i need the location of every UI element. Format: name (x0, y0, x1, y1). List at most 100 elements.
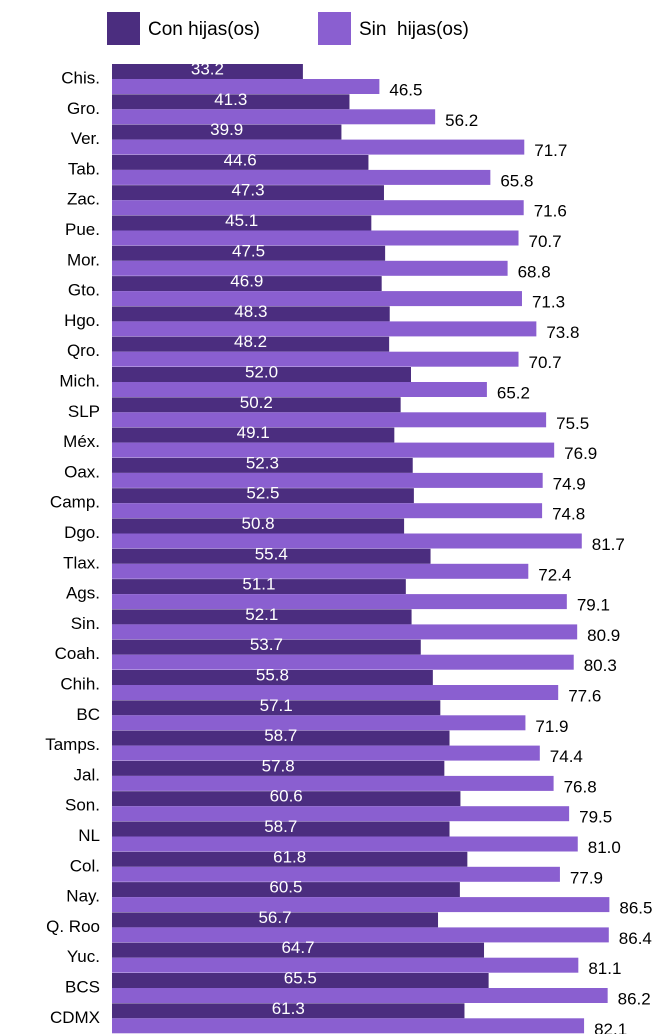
value-label: 70.7 (529, 232, 562, 251)
bar (112, 185, 384, 201)
value-label: 80.9 (587, 626, 620, 645)
value-label: 46.5 (389, 80, 422, 99)
value-label: 46.9 (230, 272, 263, 291)
bar (112, 700, 441, 716)
bar (112, 64, 303, 79)
value-label: 48.2 (234, 332, 267, 351)
value-label: 50.8 (242, 514, 275, 533)
y-tick-label: Tamps. (45, 735, 100, 754)
legend-swatch (318, 12, 351, 45)
bar (112, 367, 411, 382)
bar (112, 775, 554, 791)
value-label: 44.6 (224, 150, 257, 169)
value-label: 65.2 (497, 383, 530, 402)
bar (112, 94, 350, 110)
bar (112, 942, 485, 958)
bar (112, 745, 540, 761)
bar (112, 715, 526, 731)
bar (112, 760, 445, 776)
value-label: 72.4 (538, 565, 571, 584)
y-tick-label: CDMX (50, 1008, 100, 1027)
value-label: 86.5 (619, 899, 652, 918)
bar (112, 306, 390, 322)
bar (112, 882, 460, 898)
value-label: 58.7 (264, 726, 297, 745)
bar (112, 124, 342, 140)
bar (112, 291, 522, 307)
y-tick-label: Coah. (55, 644, 100, 663)
value-label: 82.1 (594, 1020, 627, 1034)
legend-label: Sin hijas(os) (359, 19, 469, 40)
y-tick-label: Tab. (68, 159, 100, 178)
bar (112, 230, 519, 246)
y-tick-label: Ags. (66, 584, 100, 603)
value-label: 68.8 (518, 262, 551, 281)
bar (112, 563, 529, 579)
bar (112, 533, 582, 549)
value-label: 55.4 (255, 544, 288, 563)
bar (112, 427, 395, 443)
value-label: 81.1 (588, 959, 621, 978)
bar (112, 336, 390, 352)
bar (112, 442, 555, 458)
bar (112, 321, 537, 337)
y-tick-label: Ver. (71, 129, 100, 148)
y-tick-label: Qro. (67, 341, 100, 360)
value-label: 86.4 (619, 929, 652, 948)
value-label: 77.9 (570, 868, 603, 887)
bar (112, 639, 421, 655)
y-tick-label: Col. (70, 856, 100, 875)
value-label: 60.5 (269, 878, 302, 897)
value-label: 76.8 (564, 777, 597, 796)
value-label: 77.6 (568, 686, 601, 705)
value-label: 57.8 (262, 756, 295, 775)
bar (112, 488, 414, 504)
bar (112, 1018, 585, 1034)
y-tick-label: Son. (65, 796, 100, 815)
bar (112, 670, 433, 685)
value-label: 60.6 (270, 787, 303, 806)
value-label: 47.3 (231, 181, 264, 200)
bar (112, 836, 578, 852)
bar (112, 685, 559, 700)
value-label: 71.9 (535, 717, 568, 736)
value-label: 81.0 (588, 838, 621, 857)
bar (112, 139, 525, 155)
value-label: 74.9 (553, 474, 586, 493)
value-label: 33.2 (191, 59, 224, 78)
bar (112, 866, 560, 882)
bar (112, 912, 439, 928)
y-tick-label: Camp. (50, 493, 100, 512)
bar (112, 897, 610, 913)
value-label: 61.3 (272, 999, 305, 1018)
value-label: 74.8 (552, 505, 585, 524)
value-label: 75.5 (556, 414, 589, 433)
y-tick-label: Pue. (65, 220, 100, 239)
bar (112, 821, 450, 837)
value-label: 79.5 (579, 808, 612, 827)
bar (112, 594, 567, 610)
bar (112, 518, 405, 534)
y-tick-label: Gro. (67, 99, 100, 118)
value-label: 73.8 (546, 323, 579, 342)
y-tick-label: Chis. (61, 68, 100, 87)
bar (112, 457, 413, 473)
bar (112, 988, 608, 1003)
value-label: 52.1 (245, 605, 278, 624)
value-label: 70.7 (529, 353, 562, 372)
bar (112, 472, 543, 488)
legend-swatch (107, 12, 140, 45)
value-label: 47.5 (232, 241, 265, 260)
y-tick-label: Zac. (67, 190, 100, 209)
y-tick-label: Hgo. (64, 311, 100, 330)
value-label: 52.0 (245, 362, 278, 381)
value-label: 56.7 (258, 908, 291, 927)
bar (112, 397, 401, 413)
value-label: 65.8 (500, 171, 533, 190)
bar (112, 609, 412, 625)
y-tick-label: Jal. (74, 765, 100, 784)
bar (112, 109, 436, 125)
value-label: 57.1 (260, 696, 293, 715)
value-label: 52.3 (246, 453, 279, 472)
value-label: 61.8 (273, 847, 306, 866)
